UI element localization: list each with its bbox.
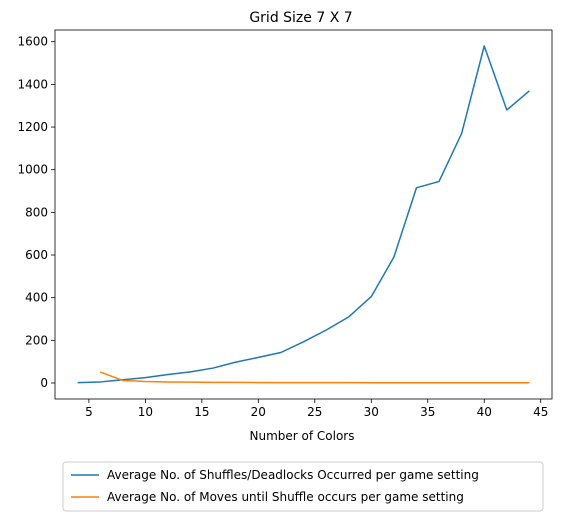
y-axis: 0 200 400 600 800 1000 1200 1400 1600: [17, 35, 55, 390]
y-tick-label: 800: [25, 205, 48, 219]
x-tick-label: 5: [85, 405, 93, 419]
chart-title: Grid Size 7 X 7: [249, 10, 352, 26]
x-axis: 5 10 15 20 25 30 35 40 45: [85, 399, 548, 419]
x-tick-label: 25: [307, 405, 322, 419]
legend-label-2: Average No. of Moves until Shuffle occur…: [107, 490, 464, 504]
x-tick-label: 30: [364, 405, 379, 419]
y-tick-label: 600: [25, 248, 48, 262]
plot-frame: [55, 30, 552, 399]
x-tick-label: 15: [194, 405, 209, 419]
plot-lines: [78, 46, 530, 383]
legend-label-1: Average No. of Shuffles/Deadlocks Occurr…: [107, 468, 479, 482]
series-line-2: [100, 372, 529, 383]
x-tick-label: 10: [138, 405, 153, 419]
x-tick-label: 20: [251, 405, 266, 419]
x-tick-label: 45: [533, 405, 548, 419]
x-tick-label: 35: [420, 405, 435, 419]
y-tick-label: 1200: [17, 120, 48, 134]
y-tick-label: 200: [25, 333, 48, 347]
x-tick-label: 40: [477, 405, 492, 419]
y-tick-label: 0: [40, 376, 48, 390]
y-tick-label: 400: [25, 291, 48, 305]
y-tick-label: 1400: [17, 77, 48, 91]
legend: Average No. of Shuffles/Deadlocks Occurr…: [63, 462, 543, 511]
x-axis-label: Number of Colors: [250, 429, 355, 443]
y-tick-label: 1000: [17, 163, 48, 177]
y-tick-label: 1600: [17, 35, 48, 49]
series-line-1: [78, 46, 530, 383]
